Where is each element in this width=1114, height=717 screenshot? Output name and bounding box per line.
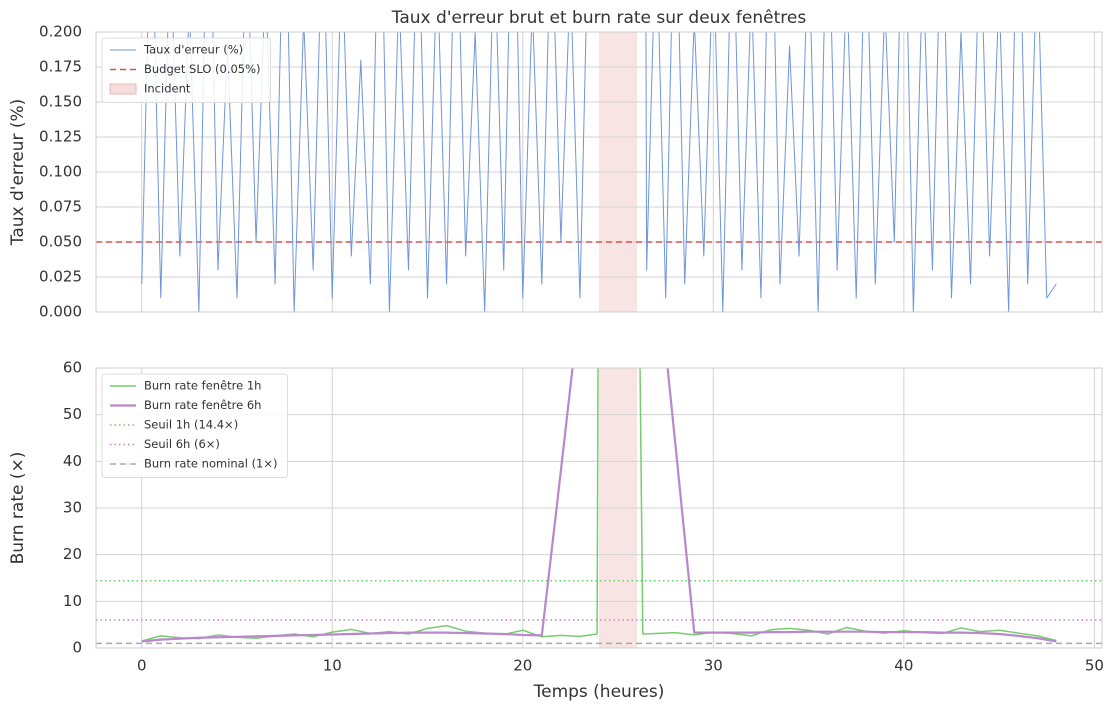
legend-label: Taux d'erreur (%) <box>143 43 243 57</box>
y-tick-label: 0 <box>72 639 82 657</box>
legend-label: Incident <box>144 82 191 96</box>
y-tick-label: 30 <box>63 499 82 517</box>
x-tick-label: 10 <box>323 657 342 675</box>
y-tick-label: 0.075 <box>39 198 82 216</box>
x-tick-label: 30 <box>704 657 723 675</box>
x-tick-label: 0 <box>137 657 147 675</box>
chart-title: Taux d'erreur brut et burn rate sur deux… <box>391 8 807 28</box>
legend: Burn rate fenêtre 1h Burn rate fenêtre 6h… <box>101 373 288 478</box>
plot-area <box>96 32 1102 312</box>
y-tick-label: 50 <box>63 405 82 423</box>
series-line <box>141 368 1057 643</box>
legend-label: Seuil 1h (14.4×) <box>144 418 238 432</box>
legend-label: Burn rate fenêtre 6h <box>144 398 261 412</box>
y-tick-label: 0.150 <box>39 93 82 111</box>
legend: Taux d'erreur (%) Budget SLO (0.05%) Incid… <box>101 37 272 103</box>
y-tick-label: 0.000 <box>39 303 82 321</box>
y-axis-label: Burn rate (×) <box>8 452 28 565</box>
y-tick-label: 20 <box>63 545 82 563</box>
plot-area <box>96 368 1102 648</box>
y-tick-label: 0.025 <box>39 268 82 286</box>
axes-frame <box>95 31 1103 313</box>
y-axis-label: Taux d'erreur (%) <box>8 99 28 247</box>
legend-swatch <box>109 83 137 95</box>
legend-label: Burn rate fenêtre 1h <box>144 379 261 393</box>
y-tick-label: 0.175 <box>39 58 82 76</box>
legend-box <box>101 37 272 103</box>
x-tick-label: 50 <box>1085 657 1104 675</box>
legend-label: Seuil 6h (6×) <box>144 437 220 451</box>
axes-frame <box>95 367 1103 649</box>
x-tick-label: 40 <box>894 657 913 675</box>
x-axis-label: Temps (heures) <box>533 682 665 702</box>
y-tick-label: 0.050 <box>39 233 82 251</box>
legend-label: Burn rate nominal (1×) <box>144 457 278 471</box>
legend-label: Budget SLO (0.05%) <box>144 62 261 76</box>
x-tick-label: 20 <box>513 657 532 675</box>
legend-box <box>101 373 288 478</box>
y-tick-label: 10 <box>63 592 82 610</box>
y-tick-label: 0.200 <box>39 23 82 41</box>
y-tick-label: 0.125 <box>39 128 82 146</box>
y-tick-label: 0.100 <box>39 163 82 181</box>
y-tick-label: 40 <box>63 452 82 470</box>
y-tick-label: 60 <box>63 359 82 377</box>
